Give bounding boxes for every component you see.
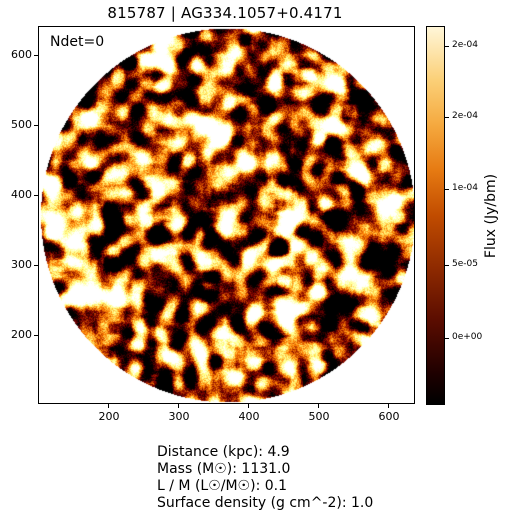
y-tick-mark xyxy=(34,195,38,196)
surface-density-text: Surface density (g cm^-2): 1.0 xyxy=(157,495,374,511)
colorbar-tick-mark xyxy=(445,46,449,47)
y-tick-mark xyxy=(34,335,38,336)
y-tick-label: 200 xyxy=(11,328,32,341)
colorbar-tick-label: 1e-04 xyxy=(452,183,478,193)
colorbar-tick-label: 2e-04 xyxy=(452,111,478,121)
sky-image-panel: Ndet=0 xyxy=(38,26,415,404)
x-tick-label: 300 xyxy=(168,410,190,423)
colorbar-tick-mark xyxy=(445,189,449,190)
colorbar-tick-label: 0e+00 xyxy=(452,332,483,342)
y-tick-label: 300 xyxy=(11,258,32,271)
y-tick-mark xyxy=(34,265,38,266)
ndet-label: Ndet=0 xyxy=(50,34,105,50)
source-info: Distance (kpc): 4.9 Mass (M☉): 1131.0 L … xyxy=(157,444,373,512)
x-tick-mark xyxy=(178,404,179,408)
colorbar-tick-label: 5e-05 xyxy=(452,259,478,269)
x-tick-mark xyxy=(318,404,319,408)
lm-text: L / M (L☉/M☉): 0.1 xyxy=(157,478,287,494)
colorbar-label: Flux (Jy/bm) xyxy=(483,173,499,259)
colorbar xyxy=(426,26,445,405)
x-tick-label: 600 xyxy=(378,410,400,423)
y-tick-label: 500 xyxy=(11,118,32,131)
y-tick-mark xyxy=(34,125,38,126)
x-tick-label: 200 xyxy=(98,410,120,423)
image-title: 815787 | AG334.1057+0.4171 xyxy=(107,4,343,22)
colorbar-tick-mark xyxy=(445,265,449,266)
x-tick-mark xyxy=(108,404,109,408)
x-tick-mark xyxy=(388,404,389,408)
colorbar-tick-mark xyxy=(445,338,449,339)
colorbar-tick-mark xyxy=(445,117,449,118)
x-tick-label: 400 xyxy=(238,410,260,423)
flux-map xyxy=(39,27,414,403)
y-tick-label: 400 xyxy=(11,188,32,201)
x-tick-mark xyxy=(248,404,249,408)
y-tick-mark xyxy=(34,55,38,56)
x-tick-label: 500 xyxy=(308,410,330,423)
colorbar-tick-label: 2e-04 xyxy=(452,40,478,50)
y-tick-label: 600 xyxy=(11,48,32,61)
distance-text: Distance (kpc): 4.9 xyxy=(157,444,290,460)
mass-text: Mass (M☉): 1131.0 xyxy=(157,461,291,477)
